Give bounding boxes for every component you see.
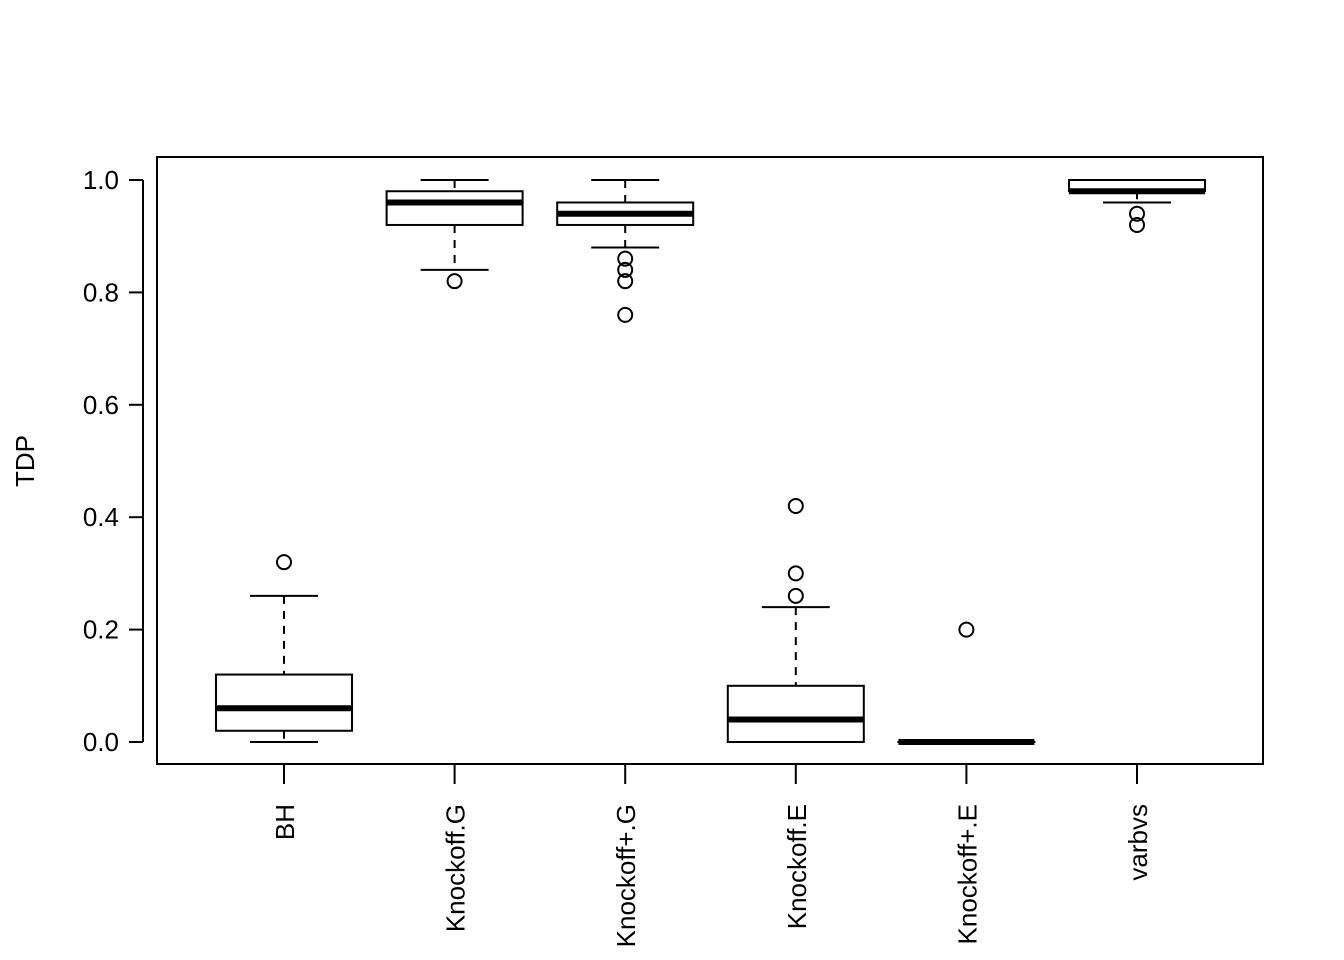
outlier-point [787, 587, 804, 604]
x-tick-label: BH [270, 804, 300, 840]
outlier-point [787, 497, 804, 514]
y-tick-label: 0.2 [83, 615, 119, 645]
x-tick-label: Knockoff+.G [611, 804, 641, 947]
outlier-point [1129, 205, 1145, 222]
outlier-point [276, 554, 292, 571]
box-group [556, 179, 695, 323]
outlier-point [446, 273, 463, 290]
outlier-point [958, 621, 975, 638]
box-group [1068, 179, 1206, 233]
outlier-point [617, 273, 634, 290]
box-group [726, 497, 865, 743]
box-group [897, 621, 1036, 745]
outlier-point [1129, 216, 1145, 233]
y-tick-label: 0.6 [83, 390, 119, 420]
x-tick-label: Knockoff.G [441, 804, 471, 932]
x-tick-label: varbvs [1123, 804, 1153, 881]
iqr-box [385, 190, 524, 226]
boxes [215, 179, 1206, 745]
iqr-box [215, 673, 353, 732]
y-tick-label: 0.4 [83, 502, 119, 532]
x-tick-label: Knockoff.E [782, 804, 812, 929]
y-axis: 0.0 0.2 0.4 0.6 0.8 1.0 [83, 165, 144, 757]
box-group [215, 554, 353, 743]
y-tick-label: 0.0 [83, 727, 119, 757]
y-tick-label: 0.8 [83, 277, 119, 307]
x-axis: BH Knockoff.G Knockoff+.G Knockoff.E Knockof… [270, 763, 1153, 947]
iqr-box [726, 684, 865, 743]
outlier-point [617, 261, 634, 278]
y-tick-label: 1.0 [83, 165, 119, 195]
plot-frame [156, 156, 1264, 765]
x-tick-label: Knockoff+.E [952, 804, 982, 944]
box-group [385, 179, 524, 290]
outlier-point [617, 250, 634, 267]
y-axis-title: TDP [10, 435, 40, 487]
outlier-point [787, 565, 804, 582]
outlier-point [617, 306, 634, 323]
